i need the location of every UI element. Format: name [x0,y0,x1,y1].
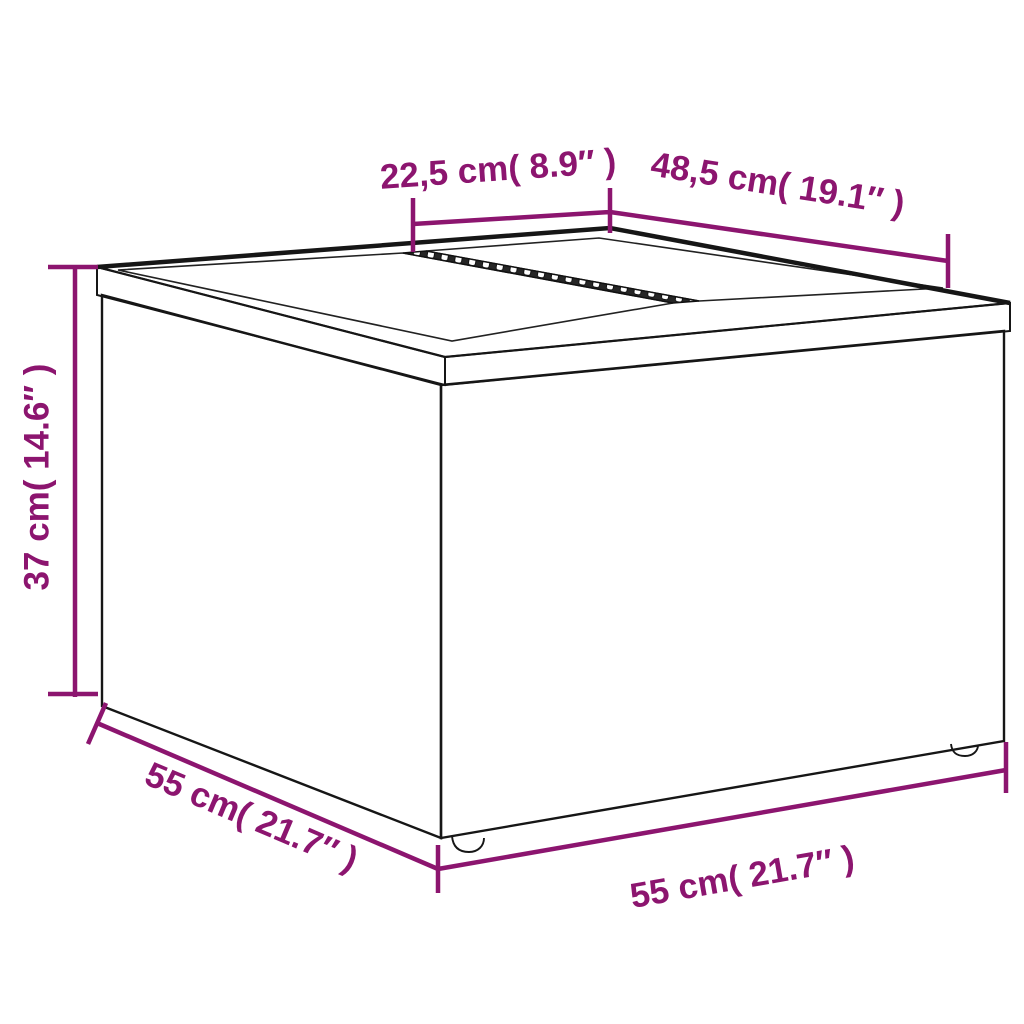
dimension-label-top-panel-width: 22,5 cm( 8.9″ ) [379,141,618,196]
dimension-line-top-panel-width [410,188,613,252]
dimension-side-depth: 55 cm( 21.7″ ) [85,702,439,880]
dimension-line-side-depth [85,702,439,872]
dimension-line-top-glass-depth [609,209,951,288]
body-face-right [439,329,1006,840]
table-foot-front [451,835,485,853]
dimension-label-front-width: 55 cm( 21.7″ ) [627,838,857,916]
table-foot-right [950,743,979,757]
dimension-top-panel-width: 22,5 cm( 8.9″ ) [379,141,618,252]
body-face-left [100,293,443,840]
dimension-label-height: 37 cm( 14.6″ ) [18,364,57,591]
dimension-height: 37 cm( 14.6″ ) [18,264,98,697]
rim-band-front-right [444,301,1011,387]
table-illustration [96,225,1011,853]
top-divider-strip [402,250,700,304]
dimension-line-height [48,264,98,697]
dimension-line-front-width [435,742,1009,893]
dimension-label-side-depth: 55 cm( 21.7″ ) [140,755,364,880]
dimension-front-width: 55 cm( 21.7″ ) [435,742,1009,916]
dimension-label-top-glass-depth: 48,5 cm( 19.1″ ) [648,145,907,224]
